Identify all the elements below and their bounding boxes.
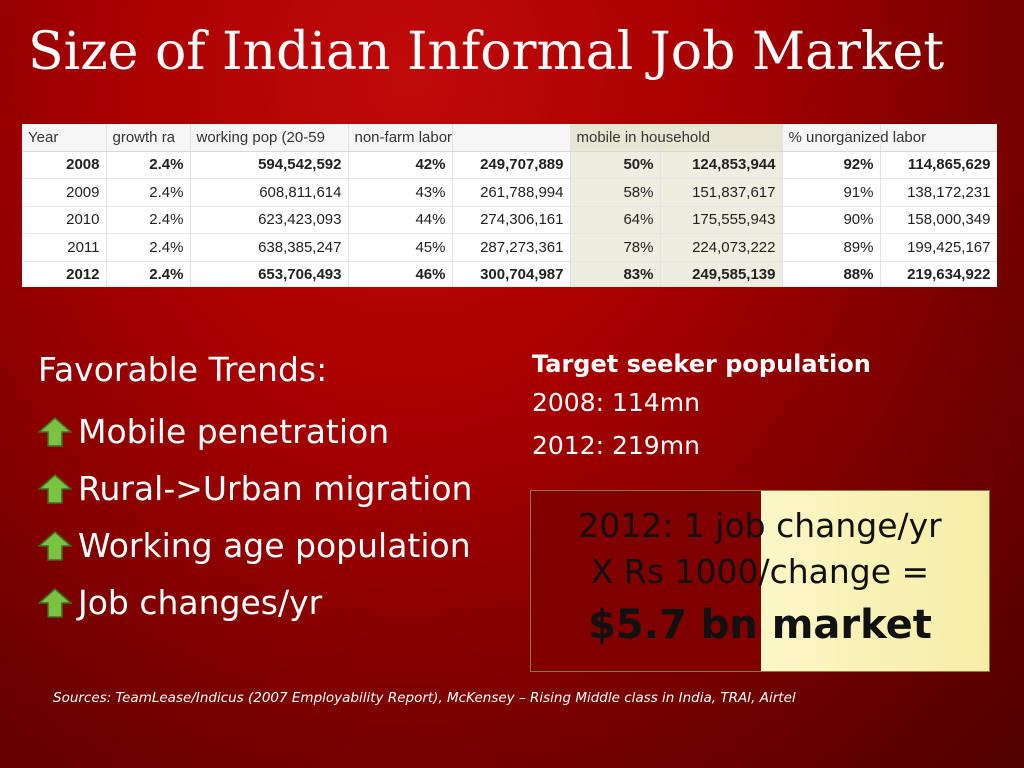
- cell-working-pop: 638,385,247: [190, 233, 349, 261]
- cell-non-farm-pct: 45%: [348, 233, 453, 261]
- cell-year: 2008: [22, 151, 107, 179]
- target-2012: 2012: 219mn: [532, 431, 700, 460]
- market-data-table: Year growth ra working pop (20-59 non-fa…: [22, 124, 997, 287]
- cell-mobile-count: 124,853,944: [660, 151, 783, 179]
- slide-title: Size of Indian Informal Job Market: [28, 22, 945, 82]
- header-mobile-count: [660, 124, 783, 152]
- cell-non-farm-count: 300,704,987: [452, 260, 571, 287]
- calc-line-price: X Rs 1000/change =: [590, 552, 930, 591]
- target-heading: Target seeker population: [532, 350, 871, 378]
- cell-unorganized-count: 138,172,231: [880, 178, 997, 206]
- up-arrow-icon: [38, 530, 72, 561]
- cell-working-pop: 608,811,614: [190, 178, 349, 206]
- cell-unorganized-pct: 88%: [782, 260, 881, 287]
- cell-mobile-pct: 58%: [570, 178, 661, 206]
- cell-working-pop: 594,542,592: [190, 151, 349, 179]
- cell-non-farm-count: 249,707,889: [452, 151, 571, 179]
- table-row: 2009 2.4% 608,811,614 43% 261,788,994 58…: [22, 178, 997, 206]
- trend-label: Rural->Urban migration: [78, 469, 473, 508]
- trend-label: Mobile penetration: [78, 412, 390, 451]
- cell-mobile-pct: 64%: [570, 205, 661, 234]
- cell-unorganized-pct: 91%: [782, 178, 881, 206]
- table-row: 2010 2.4% 623,423,093 44% 274,306,161 64…: [22, 205, 997, 234]
- list-item: Rural->Urban migration: [38, 460, 472, 517]
- trend-list: Mobile penetration Rural->Urban migratio…: [38, 403, 472, 631]
- cell-non-farm-count: 261,788,994: [452, 178, 571, 206]
- header-non-farm-count: [452, 124, 571, 152]
- cell-mobile-count: 249,585,139: [660, 260, 783, 287]
- cell-non-farm-pct: 42%: [348, 151, 453, 179]
- cell-year: 2010: [22, 205, 107, 234]
- calc-text: 2012: 1 job change/yr X Rs 1000/change =…: [531, 503, 989, 655]
- cell-non-farm-count: 287,273,361: [452, 233, 571, 261]
- calc-line-job-change: 2012: 1 job change/yr: [578, 506, 942, 545]
- cell-non-farm-pct: 44%: [348, 205, 453, 234]
- cell-year: 2011: [22, 233, 107, 261]
- up-arrow-icon: [38, 416, 72, 447]
- cell-growth: 2.4%: [106, 151, 191, 179]
- cell-mobile-count: 224,073,222: [660, 233, 783, 261]
- cell-year: 2009: [22, 178, 107, 206]
- trend-label: Working age population: [78, 526, 471, 565]
- data-table-container: Year growth ra working pop (20-59 non-fa…: [22, 124, 997, 287]
- header-unorganized-count: [880, 124, 997, 152]
- sources-footnote: Sources: TeamLease/Indicus (2007 Employa…: [53, 690, 796, 706]
- cell-unorganized-count: 158,000,349: [880, 205, 997, 234]
- cell-growth: 2.4%: [106, 260, 191, 287]
- calc-line-market-size: $5.7 bn market: [588, 602, 932, 648]
- header-mobile-household: mobile in household: [570, 124, 710, 152]
- cell-mobile-count: 175,555,943: [660, 205, 783, 234]
- cell-mobile-pct: 78%: [570, 233, 661, 261]
- cell-growth: 2.4%: [106, 233, 191, 261]
- cell-non-farm-count: 274,306,161: [452, 205, 571, 234]
- target-2008: 2008: 114mn: [532, 388, 700, 417]
- table-row: 2008 2.4% 594,542,592 42% 249,707,889 50…: [22, 151, 997, 179]
- cell-unorganized-count: 219,634,922: [880, 260, 997, 287]
- up-arrow-icon: [38, 587, 72, 618]
- up-arrow-icon: [38, 473, 72, 504]
- market-calculation-box: 2012: 1 job change/yr X Rs 1000/change =…: [530, 490, 990, 672]
- cell-growth: 2.4%: [106, 178, 191, 206]
- table-header-row: Year growth ra working pop (20-59 non-fa…: [22, 124, 997, 152]
- table-row: 2012 2.4% 653,706,493 46% 300,704,987 83…: [22, 260, 997, 287]
- header-unorganized-labor: % unorganized labor: [782, 124, 926, 152]
- list-item: Mobile penetration: [38, 403, 472, 460]
- list-item: Working age population: [38, 517, 472, 574]
- header-working-pop: working pop (20-59: [190, 124, 349, 152]
- cell-mobile-pct: 50%: [570, 151, 661, 179]
- header-year: Year: [22, 124, 107, 152]
- favorable-trends-section: Favorable Trends: Mobile penetration Rur…: [38, 350, 472, 631]
- cell-non-farm-pct: 43%: [348, 178, 453, 206]
- cell-working-pop: 653,706,493: [190, 260, 349, 287]
- cell-growth: 2.4%: [106, 205, 191, 234]
- cell-non-farm-pct: 46%: [348, 260, 453, 287]
- list-item: Job changes/yr: [38, 574, 472, 631]
- cell-year: 2012: [22, 260, 107, 287]
- cell-unorganized-pct: 92%: [782, 151, 881, 179]
- trend-label: Job changes/yr: [78, 583, 323, 622]
- trends-heading: Favorable Trends:: [38, 350, 328, 389]
- cell-unorganized-count: 199,425,167: [880, 233, 997, 261]
- cell-mobile-count: 151,837,617: [660, 178, 783, 206]
- target-seeker-section: Target seeker population 2008: 114mn 201…: [532, 350, 871, 474]
- cell-unorganized-count: 114,865,629: [880, 151, 997, 179]
- cell-unorganized-pct: 90%: [782, 205, 881, 234]
- cell-working-pop: 623,423,093: [190, 205, 349, 234]
- header-non-farm-labor: non-farm labor: [348, 124, 453, 152]
- cell-unorganized-pct: 89%: [782, 233, 881, 261]
- header-growth-rate: growth ra: [106, 124, 191, 152]
- table-row: 2011 2.4% 638,385,247 45% 287,273,361 78…: [22, 233, 997, 261]
- cell-mobile-pct: 83%: [570, 260, 661, 287]
